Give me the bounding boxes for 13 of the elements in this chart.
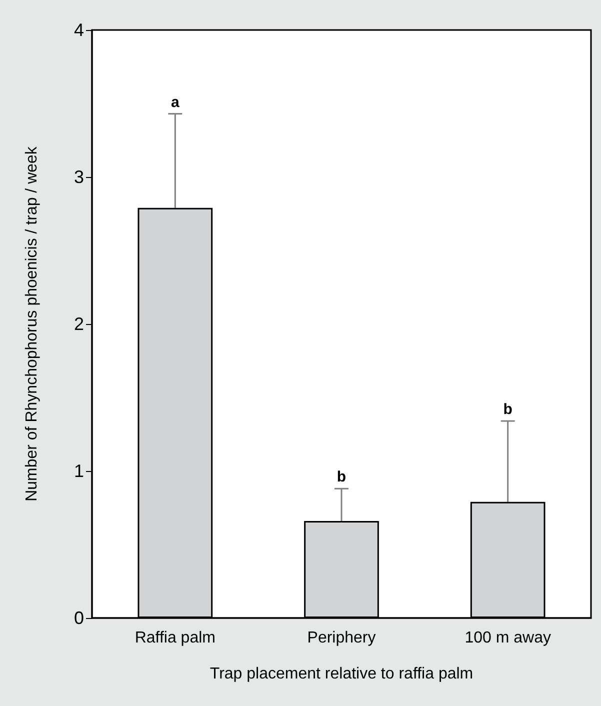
x-tick-label: Raffia palm <box>134 630 216 646</box>
y-tick-label: 0 <box>74 608 84 628</box>
annotation: a <box>170 94 180 111</box>
y-tick-label: 4 <box>74 20 84 40</box>
y-tick-label: 3 <box>74 167 84 187</box>
annotation: b <box>336 468 346 486</box>
annotation: b <box>503 401 512 418</box>
x-tick-label: 100 m away <box>464 630 551 646</box>
y-tick-label: 1 <box>74 461 84 481</box>
x-axis-title: Trap placement relative to raffia palm <box>210 666 474 682</box>
y-tick-label: 2 <box>74 314 84 334</box>
y-axis-title: Number of Rhynchophorus phoenicis / trap / week <box>24 146 40 502</box>
x-tick-label: Periphery <box>307 630 376 646</box>
